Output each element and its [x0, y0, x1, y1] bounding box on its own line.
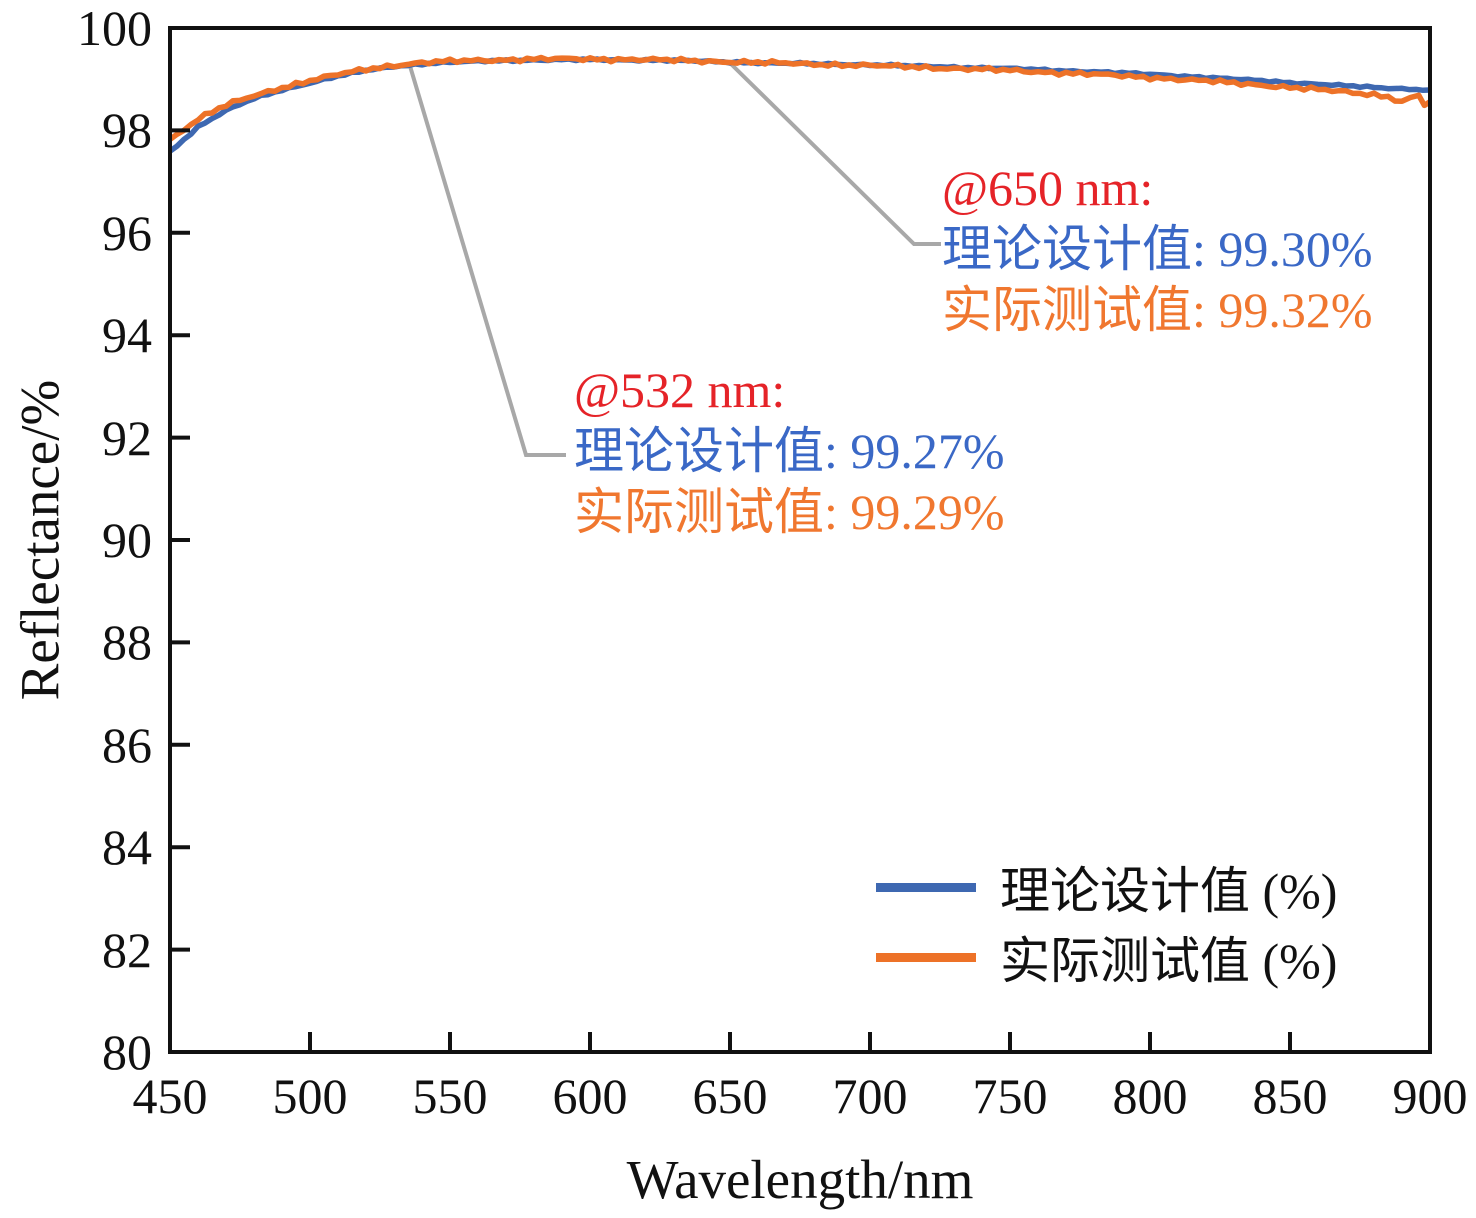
series-design-line	[168, 56, 1431, 154]
leader-line-532	[408, 65, 566, 457]
y-tick-label: 94	[102, 307, 152, 364]
annotation-650-design-value: 理论设计值: 99.30%	[942, 221, 1373, 277]
y-tick-label: 100	[77, 0, 152, 56]
leader-line-650	[728, 61, 941, 246]
y-tick-label: 88	[102, 614, 152, 671]
y-tick-label: 92	[102, 409, 152, 466]
x-tick-label: 550	[412, 1068, 488, 1124]
annotation-532nm: @532 nm: 理论设计值: 99.27% 实际测试值: 99.29%	[574, 360, 1005, 543]
x-axis-title: Wavelength/nm	[626, 1149, 974, 1210]
legend-label-measured: 实际测试值 (%)	[1000, 933, 1338, 989]
annotation-650nm: @650 nm: 理论设计值: 99.30% 实际测试值: 99.32%	[942, 158, 1373, 341]
y-tick-label: 90	[102, 512, 152, 568]
annotation-532-design-value: 理论设计值: 99.27%	[574, 423, 1005, 479]
y-tick-label: 86	[102, 716, 152, 773]
x-tick-label: 700	[832, 1068, 908, 1124]
x-tick-label: 900	[1392, 1068, 1468, 1124]
annotation-650-measured-value: 实际测试值: 99.32%	[942, 282, 1373, 338]
annotation-532-title: @532 nm:	[574, 362, 786, 418]
x-tick-label: 750	[972, 1068, 1048, 1124]
y-tick-label: 82	[102, 921, 152, 978]
x-tick-label: 800	[1112, 1068, 1188, 1124]
design-line-swatch	[876, 882, 976, 892]
measured-line-swatch	[876, 952, 976, 962]
x-tick-label: 600	[552, 1068, 628, 1124]
series-measured-line	[168, 54, 1432, 142]
x-tick-label: 850	[1252, 1068, 1328, 1124]
y-tick-label: 98	[102, 102, 152, 159]
x-tick-label: 450	[132, 1068, 208, 1124]
legend-item-design: 理论设计值 (%)	[876, 852, 1337, 922]
x-tick-label: 650	[692, 1068, 768, 1124]
legend: 理论设计值 (%) 实际测试值 (%)	[876, 852, 1337, 992]
y-tick-label: 84	[102, 819, 152, 876]
annotation-650-title: @650 nm:	[942, 160, 1154, 216]
legend-item-measured: 实际测试值 (%)	[876, 922, 1337, 992]
y-tick-label: 96	[102, 204, 152, 261]
x-tick-label: 500	[272, 1068, 348, 1124]
y-tick-label: 80	[102, 1024, 152, 1080]
annotation-532-measured-value: 实际测试值: 99.29%	[574, 484, 1005, 540]
legend-label-design: 理论设计值 (%)	[1000, 863, 1338, 919]
